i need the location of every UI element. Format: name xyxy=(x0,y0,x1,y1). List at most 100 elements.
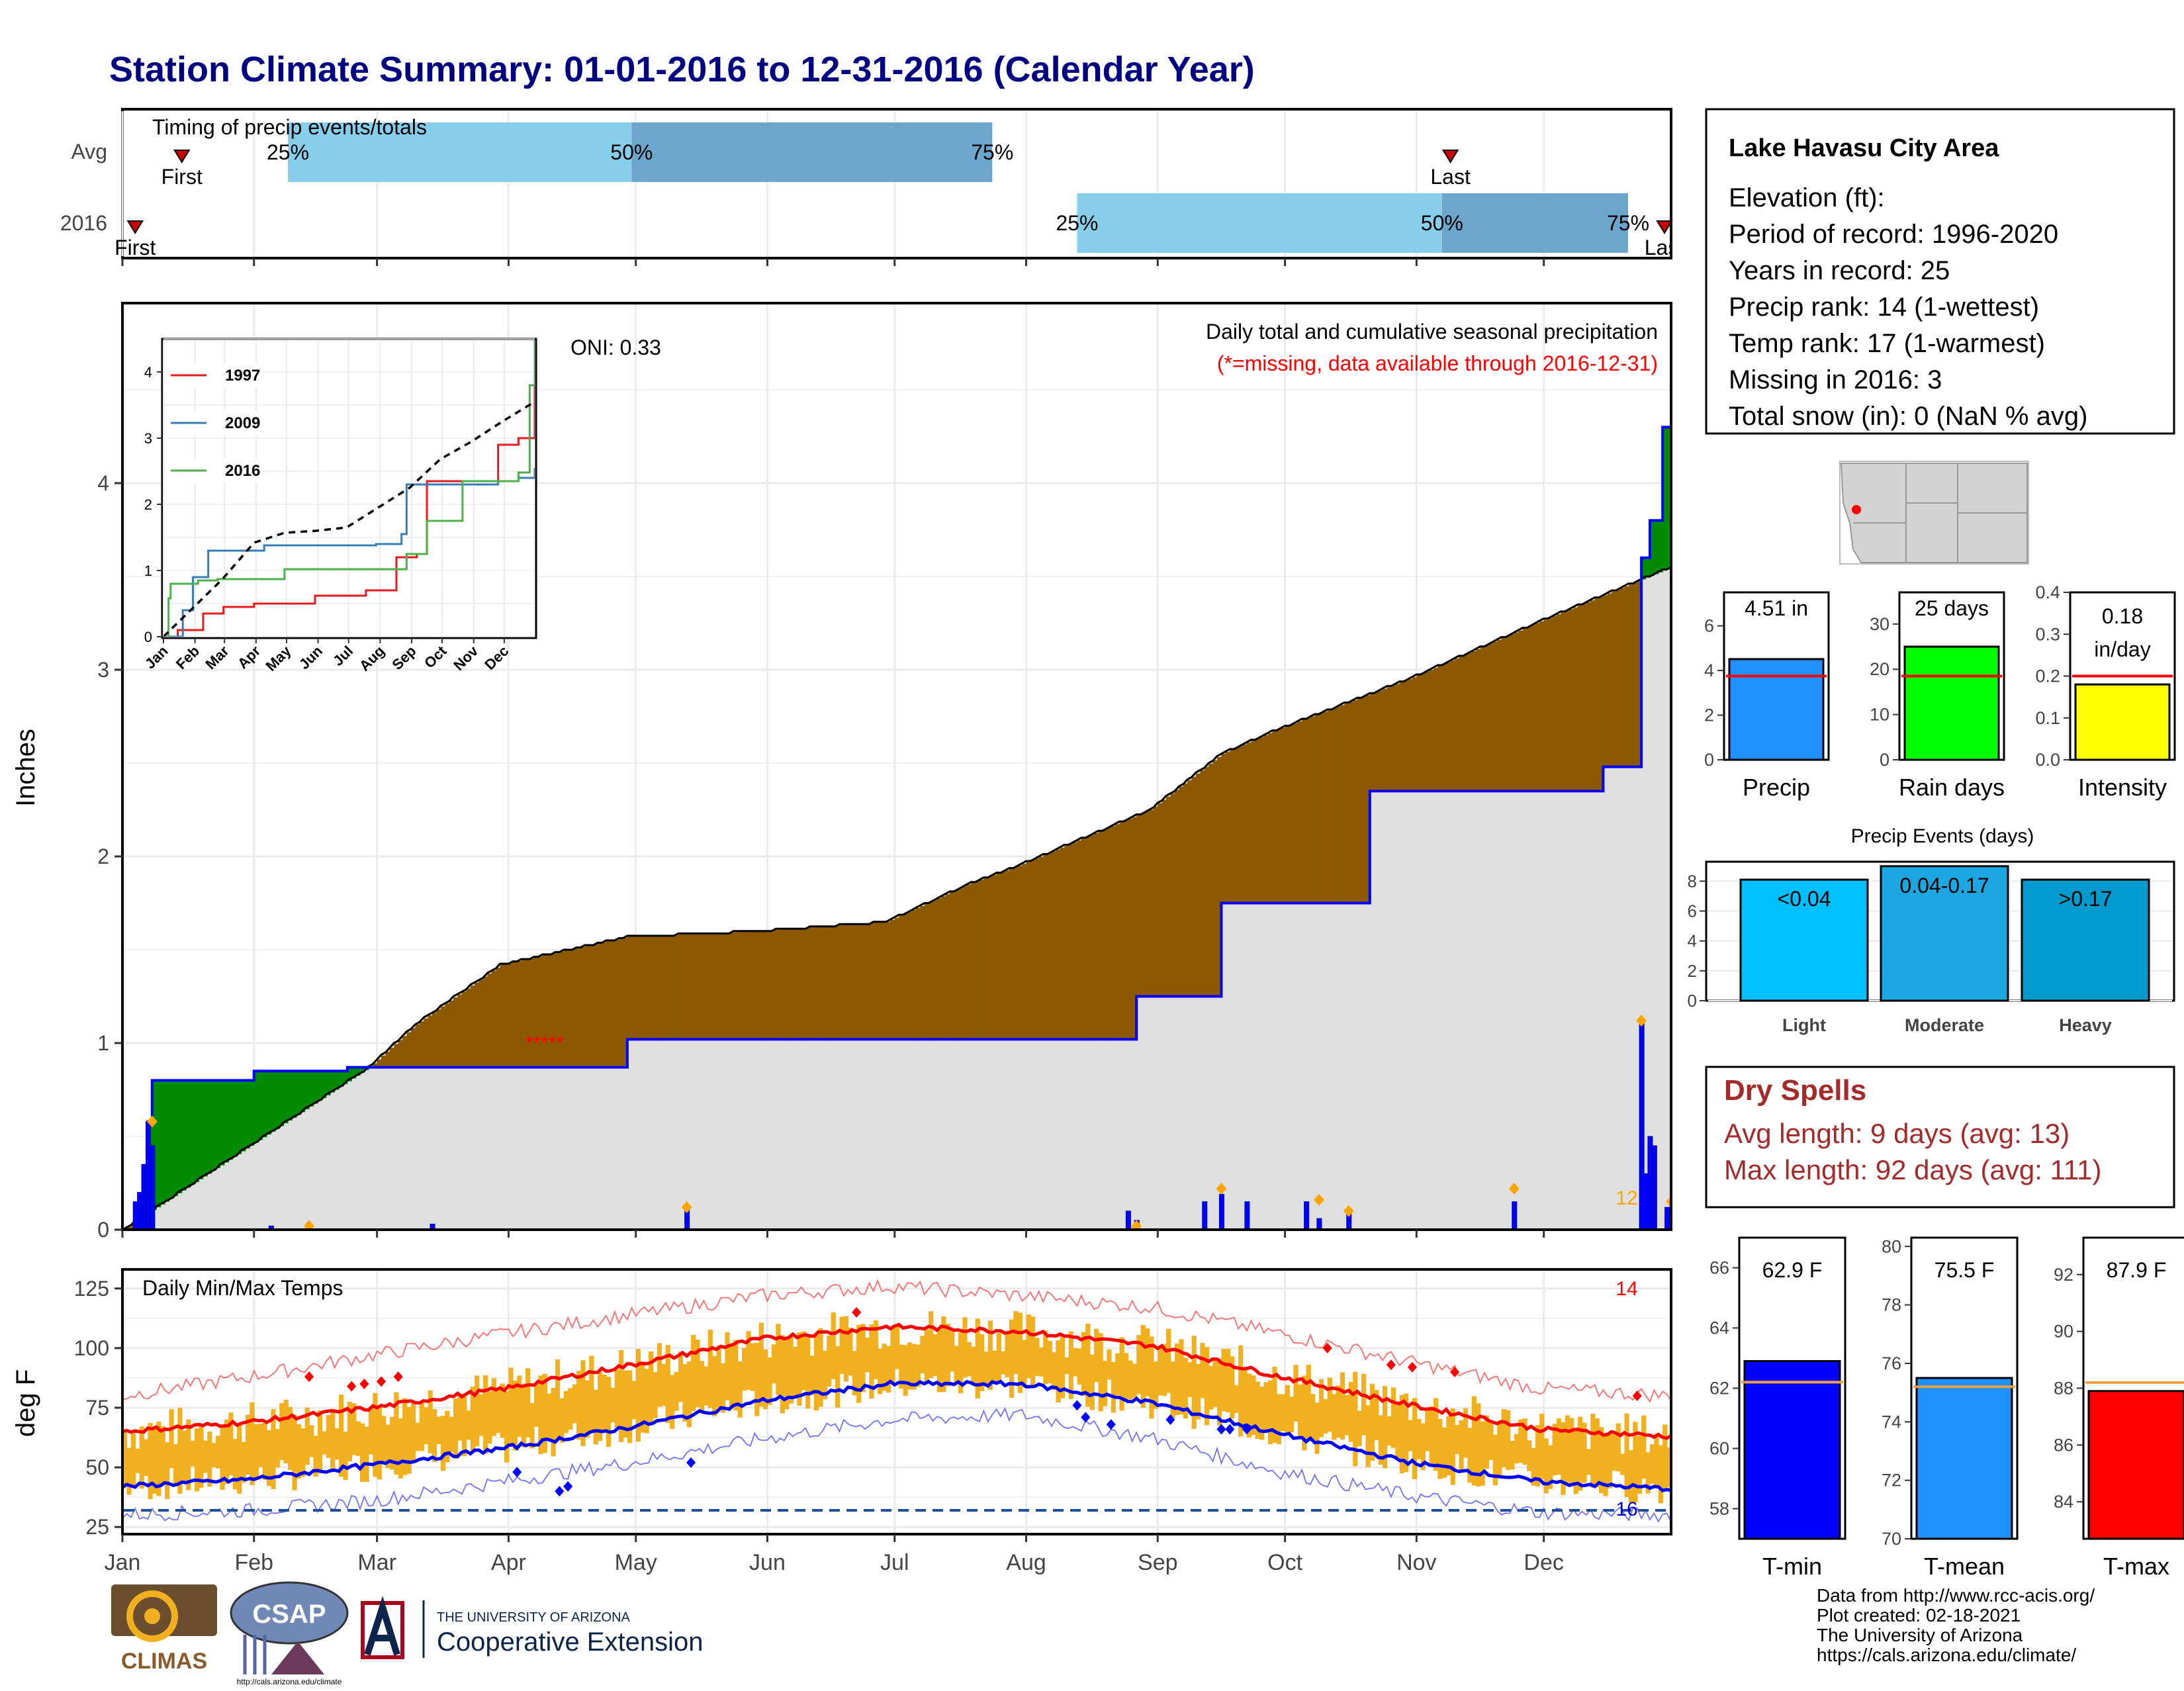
temp-daily-bar xyxy=(1463,1408,1469,1458)
precip-departure-fill xyxy=(1043,854,1048,1040)
precip-departure-fill xyxy=(1637,581,1642,767)
precip-departure-fill xyxy=(1107,827,1112,1040)
precip-departure-fill xyxy=(1620,588,1625,767)
temp-daily-bar xyxy=(737,1361,743,1418)
precip-departure-fill xyxy=(1471,651,1477,792)
temp-daily-bar xyxy=(1649,1444,1655,1484)
events-bar xyxy=(2021,878,2150,1002)
precip-departure-fill xyxy=(402,1036,408,1068)
precip-departure-fill xyxy=(1463,655,1468,792)
temp-record-low-marker xyxy=(1225,1424,1235,1435)
precip-departure-fill xyxy=(606,941,611,1068)
month-label: Aug xyxy=(1006,1550,1046,1575)
precip-daily-bar xyxy=(430,1224,435,1228)
temp-daily-bar xyxy=(449,1416,454,1452)
precip-departure-fill xyxy=(1459,657,1464,792)
temp-daily-bar xyxy=(614,1369,619,1428)
temp-daily-bar xyxy=(1561,1422,1566,1495)
precip-departure-fill xyxy=(126,1226,132,1228)
temp-daily-bar xyxy=(1052,1352,1057,1391)
temp-daily-bar xyxy=(784,1338,790,1410)
precip-record-marker xyxy=(1666,1197,1670,1207)
temp-daily-bar xyxy=(627,1370,633,1443)
precip-departure-fill xyxy=(1323,711,1328,903)
temp-daily-bar xyxy=(1361,1373,1367,1436)
temp-daily-bar xyxy=(648,1351,654,1424)
precip-departure-fill xyxy=(343,1071,348,1085)
temp-daily-bar xyxy=(470,1387,475,1453)
temp-daily-bar xyxy=(610,1387,615,1423)
temp-daily-bar xyxy=(1289,1396,1295,1433)
inset-y-tick-label: 0 xyxy=(144,629,152,645)
temp-daily-bar xyxy=(1043,1330,1048,1385)
temp-daily-bar xyxy=(640,1361,645,1433)
precip-departure-fill xyxy=(1170,793,1175,997)
temp-record-high-marker xyxy=(852,1306,862,1318)
precip-departure-fill xyxy=(525,959,531,1068)
precip-departure-fill xyxy=(1119,822,1124,1040)
precip-departure-fill xyxy=(216,1080,221,1168)
precip-departure-fill xyxy=(1191,776,1197,997)
precip-departure-fill xyxy=(487,974,492,1068)
precip-departure-fill xyxy=(1128,819,1133,1040)
precip-departure-fill xyxy=(491,970,496,1068)
precip-record-marker xyxy=(1343,1205,1354,1217)
precip-departure-fill xyxy=(580,946,586,1068)
temp-daily-bar xyxy=(1416,1418,1422,1459)
precip-departure-fill xyxy=(478,980,484,1068)
temp-daily-bar xyxy=(771,1344,777,1384)
temp-daily-bar xyxy=(856,1324,862,1403)
temp-daily-bar xyxy=(869,1324,874,1399)
temp-daily-bar xyxy=(792,1346,798,1396)
temp-daily-bar xyxy=(1374,1390,1379,1441)
precip-departure-fill xyxy=(377,1059,382,1068)
precip-departure-fill xyxy=(1552,616,1557,792)
temp-daily-bar xyxy=(1340,1372,1345,1440)
precip-departure-fill xyxy=(360,1067,365,1074)
precip-departure-fill xyxy=(1306,718,1311,903)
precip-departure-fill xyxy=(1446,662,1451,792)
temp-daily-bar xyxy=(936,1330,942,1393)
precip-departure-fill xyxy=(1038,856,1044,1040)
precip-departure-fill xyxy=(1195,773,1201,997)
precip-record-marker xyxy=(1508,1182,1520,1195)
precip-daily-bar xyxy=(1244,1201,1250,1228)
temp-daily-bar xyxy=(165,1442,170,1500)
summary-bar-precip-tick-label: 4 xyxy=(1704,661,1714,680)
temp-daily-bar xyxy=(245,1414,251,1475)
temp-daily-bar xyxy=(950,1330,955,1372)
precip-departure-fill xyxy=(614,939,619,1068)
inset-y-tick-label: 3 xyxy=(144,430,152,447)
precip-departure-fill xyxy=(419,1021,424,1068)
temp-daily-bar xyxy=(1246,1373,1252,1438)
temp-daily-bar xyxy=(1607,1433,1613,1488)
temp-daily-bar xyxy=(674,1372,679,1411)
precip-departure-fill xyxy=(665,935,670,1040)
precip-daily-bar xyxy=(1651,1145,1657,1228)
timing-p75-label: 75% xyxy=(971,140,1013,164)
precip-departure-fill xyxy=(619,938,624,1068)
month-label: Jan xyxy=(105,1550,141,1575)
precip-departure-fill xyxy=(394,1044,399,1068)
temp-daily-bar xyxy=(211,1443,216,1467)
temp-daily-bar xyxy=(1480,1421,1485,1486)
precip-departure-fill xyxy=(1047,852,1052,1040)
temp-daily-bar xyxy=(1022,1340,1027,1388)
precip-departure-fill xyxy=(232,1080,238,1158)
temp-daily-bar xyxy=(707,1330,713,1408)
precip-departure-fill xyxy=(152,1080,157,1211)
temp-daily-bar xyxy=(292,1414,297,1490)
precip-departure-fill xyxy=(843,925,848,1040)
temp-daily-bar xyxy=(1404,1393,1409,1473)
temp-daily-bar xyxy=(317,1410,323,1474)
precip-y-axis-label: Inches xyxy=(11,729,40,807)
precip-departure-fill xyxy=(924,903,929,1040)
temp-daily-bar xyxy=(415,1422,420,1451)
temp-daily-bar xyxy=(398,1418,403,1479)
temp-daily-bar xyxy=(271,1409,276,1489)
temp-daily-bar xyxy=(428,1390,433,1453)
station-info-line: Temp rank: 17 (1-warmest) xyxy=(1729,329,2045,358)
summary-bar-value-label: 4.51 in xyxy=(1745,596,1808,620)
